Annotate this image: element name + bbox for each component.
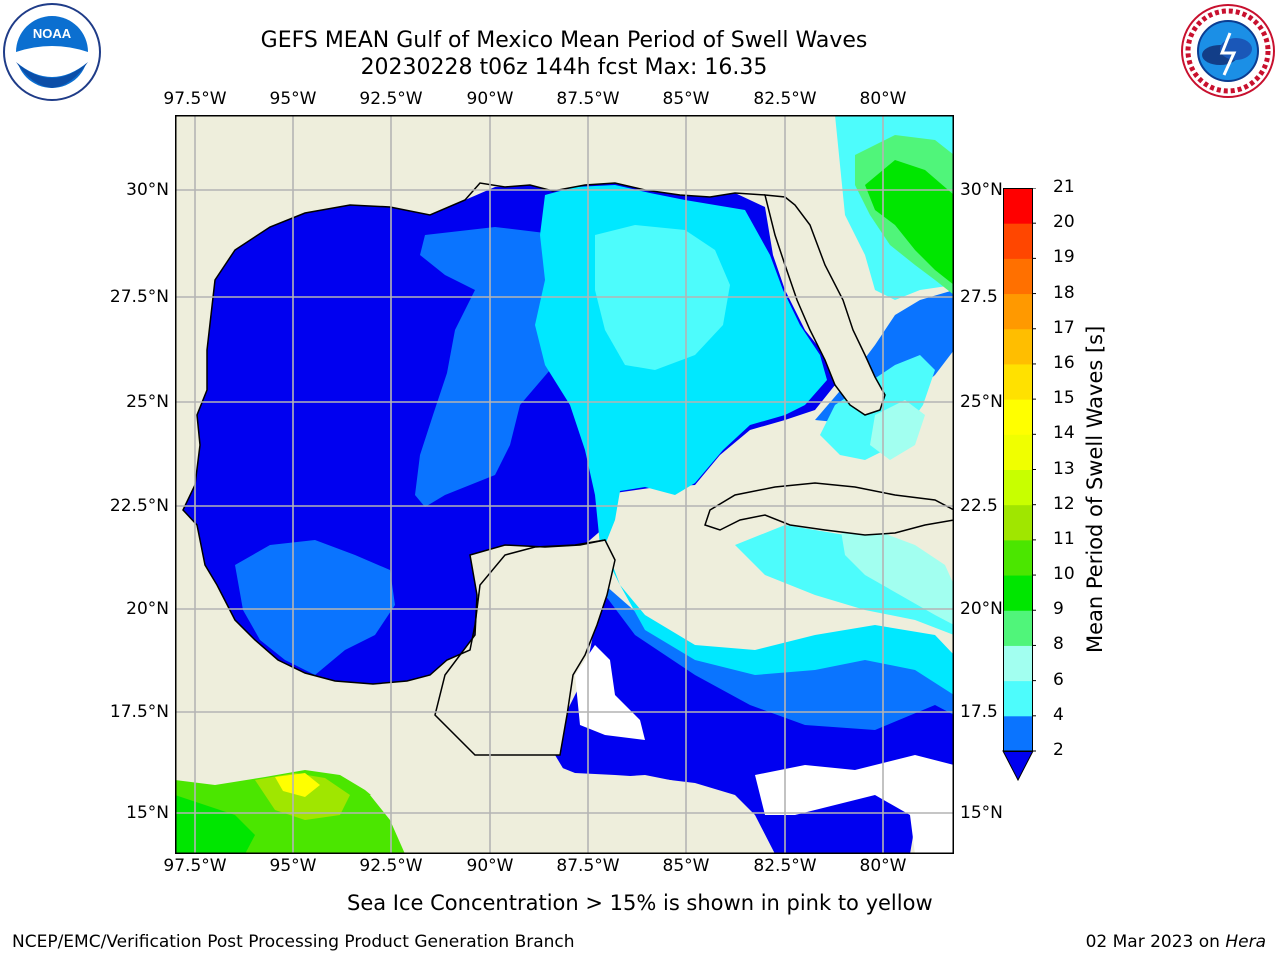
colorbar-cell bbox=[1004, 328, 1032, 365]
lat-label-left: 25°N bbox=[126, 392, 169, 412]
colorbar-tick-label: 8 bbox=[1053, 634, 1064, 654]
colorbar-tick-label: 20 bbox=[1053, 212, 1075, 232]
caribbean-white-gap bbox=[755, 755, 954, 854]
lat-label-left: 15°N bbox=[126, 803, 169, 823]
colorbar-tick-label: 4 bbox=[1053, 705, 1064, 725]
colorbar-cell bbox=[1004, 539, 1032, 576]
map-frame bbox=[175, 115, 954, 854]
colorbar-cell bbox=[1004, 680, 1032, 717]
sea-ice-note: Sea Ice Concentration > 15% is shown in … bbox=[0, 891, 1280, 915]
lon-label-top: 97.5°W bbox=[163, 89, 227, 109]
colorbar-cell bbox=[1004, 645, 1032, 682]
footer-machine: Hera bbox=[1225, 932, 1266, 952]
colorbar-cell bbox=[1004, 575, 1032, 611]
lon-label-top: 80°W bbox=[859, 89, 907, 109]
lon-label-bottom: 97.5°W bbox=[163, 856, 227, 876]
colorbar-tick-label: 12 bbox=[1053, 494, 1075, 514]
lon-label-bottom: 85°W bbox=[662, 856, 710, 876]
colorbar-title: Mean Period of Swell Waves [s] bbox=[1083, 325, 1107, 653]
gulf-coastline bbox=[210, 182, 766, 316]
lon-label-top: 82.5°W bbox=[753, 89, 817, 109]
swell-band-8-9 bbox=[840, 525, 954, 625]
footer-branch: NCEP/EMC/Verification Post Processing Pr… bbox=[12, 932, 575, 952]
colorbar-cell bbox=[1004, 293, 1032, 330]
colorbar-cell bbox=[1004, 434, 1032, 470]
cuba-land bbox=[704, 482, 954, 536]
colorbar-cell bbox=[1004, 223, 1032, 259]
caribbean-white-gap bbox=[575, 645, 645, 740]
lon-label-bottom: 87.5°W bbox=[556, 856, 620, 876]
graticule bbox=[175, 115, 954, 854]
chart-title: GEFS MEAN Gulf of Mexico Mean Period of … bbox=[260, 28, 868, 53]
colorbar-tick-label: 10 bbox=[1053, 564, 1075, 584]
lat-label-left: 22.5°N bbox=[109, 496, 169, 516]
colorbar-cell bbox=[1004, 610, 1032, 646]
lat-label-right: 27.5 bbox=[960, 287, 998, 307]
lat-label-right: 22.5 bbox=[960, 496, 998, 516]
swell-period-map bbox=[175, 115, 954, 854]
lon-label-top: 92.5°W bbox=[359, 89, 423, 109]
gulf-coastline bbox=[182, 314, 606, 685]
colorbar-tick-label: 17 bbox=[1053, 318, 1075, 338]
swell-band-pacific bbox=[255, 773, 350, 820]
colorbar bbox=[1002, 188, 1036, 782]
lat-label-right: 20°N bbox=[960, 599, 1003, 619]
lon-label-bottom: 80°W bbox=[859, 856, 907, 876]
colorbar-tick-label: 19 bbox=[1053, 247, 1075, 267]
lat-label-right: 25°N bbox=[960, 392, 1003, 412]
lat-label-left: 30°N bbox=[126, 180, 169, 200]
colorbar-cell bbox=[1004, 399, 1032, 435]
colorbar-tick-label: 2 bbox=[1053, 740, 1064, 760]
lat-label-left: 20°N bbox=[126, 599, 169, 619]
colorbar-cell bbox=[1004, 715, 1032, 752]
lon-label-bottom: 82.5°W bbox=[753, 856, 817, 876]
swell-band-9-11 bbox=[865, 160, 954, 285]
lon-label-top: 85°W bbox=[662, 89, 710, 109]
colorbar-tick-label: 13 bbox=[1053, 459, 1075, 479]
colorbar-tick-label: 9 bbox=[1053, 599, 1064, 619]
chart-subtitle: 20230228 t06z 144h fcst Max: 16.35 bbox=[360, 55, 768, 80]
lat-label-left: 17.5°N bbox=[109, 702, 169, 722]
colorbar-cell bbox=[1004, 504, 1032, 541]
lon-label-bottom: 92.5°W bbox=[359, 856, 423, 876]
colorbar-tick-label: 21 bbox=[1053, 177, 1075, 197]
colorbar-cell bbox=[1004, 258, 1032, 295]
lon-label-top: 87.5°W bbox=[556, 89, 620, 109]
colorbar-cell bbox=[1004, 469, 1032, 506]
footer-date: 02 Mar 2023 on Hera bbox=[1086, 932, 1266, 952]
sea-ice-note-text: Sea Ice Concentration > 15% is shown in … bbox=[347, 891, 933, 915]
colorbar-tick-label: 18 bbox=[1053, 283, 1075, 303]
lon-label-bottom: 95°W bbox=[269, 856, 317, 876]
footer-date-text: 02 Mar 2023 on bbox=[1085, 932, 1226, 952]
swell-band-2-4 bbox=[235, 540, 395, 675]
swell-band-6-8 bbox=[735, 525, 954, 635]
swell-band-2-4 bbox=[605, 585, 954, 775]
colorbar-tick-label: 14 bbox=[1053, 423, 1075, 443]
colorbar-tick-label: 16 bbox=[1053, 353, 1075, 373]
colorbar-tick-label: 6 bbox=[1053, 670, 1064, 690]
colorbar-tick-label: 11 bbox=[1053, 529, 1075, 549]
lat-label-right: 17.5 bbox=[960, 702, 998, 722]
lat-label-left: 27.5°N bbox=[109, 287, 169, 307]
colorbar-extend-arrow bbox=[1002, 750, 1034, 782]
swell-band-pacific bbox=[275, 773, 320, 797]
lon-label-top: 95°W bbox=[269, 89, 317, 109]
noaa-logo-icon: NOAA bbox=[3, 3, 101, 101]
lat-label-right: 15°N bbox=[960, 803, 1003, 823]
lat-label-right: 30°N bbox=[960, 180, 1003, 200]
lon-label-bottom: 90°W bbox=[466, 856, 514, 876]
lon-label-top: 90°W bbox=[466, 89, 514, 109]
central-america-land bbox=[370, 765, 775, 854]
nws-logo-icon bbox=[1181, 4, 1275, 98]
noaa-logo-text: NOAA bbox=[33, 26, 72, 41]
colorbar-tick-label: 15 bbox=[1053, 388, 1075, 408]
colorbar-cell bbox=[1004, 188, 1032, 224]
colorbar-cell bbox=[1004, 363, 1032, 400]
